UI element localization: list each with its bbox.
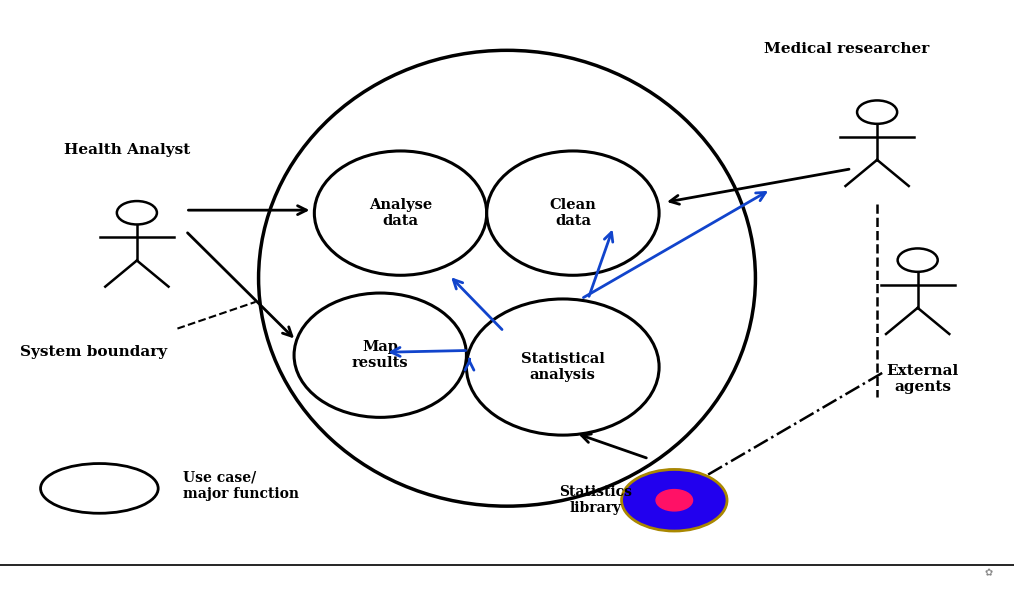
Text: Statistics
library: Statistics library (559, 485, 632, 516)
Text: Statistical
analysis: Statistical analysis (521, 352, 604, 382)
Circle shape (656, 490, 693, 511)
Ellipse shape (487, 151, 659, 275)
Text: Analyse
data: Analyse data (369, 198, 432, 229)
Text: Health Analyst: Health Analyst (64, 143, 190, 157)
Ellipse shape (466, 299, 659, 435)
Ellipse shape (294, 293, 466, 417)
Text: Use case/
major function: Use case/ major function (183, 470, 298, 501)
Text: External
agents: External agents (886, 364, 959, 394)
Text: ✿: ✿ (985, 568, 993, 578)
Circle shape (622, 469, 727, 531)
Text: Map
results: Map results (352, 340, 409, 371)
Text: System boundary: System boundary (20, 345, 167, 359)
Text: Clean
data: Clean data (550, 198, 596, 229)
Ellipse shape (314, 151, 487, 275)
Text: Medical researcher: Medical researcher (765, 42, 929, 56)
